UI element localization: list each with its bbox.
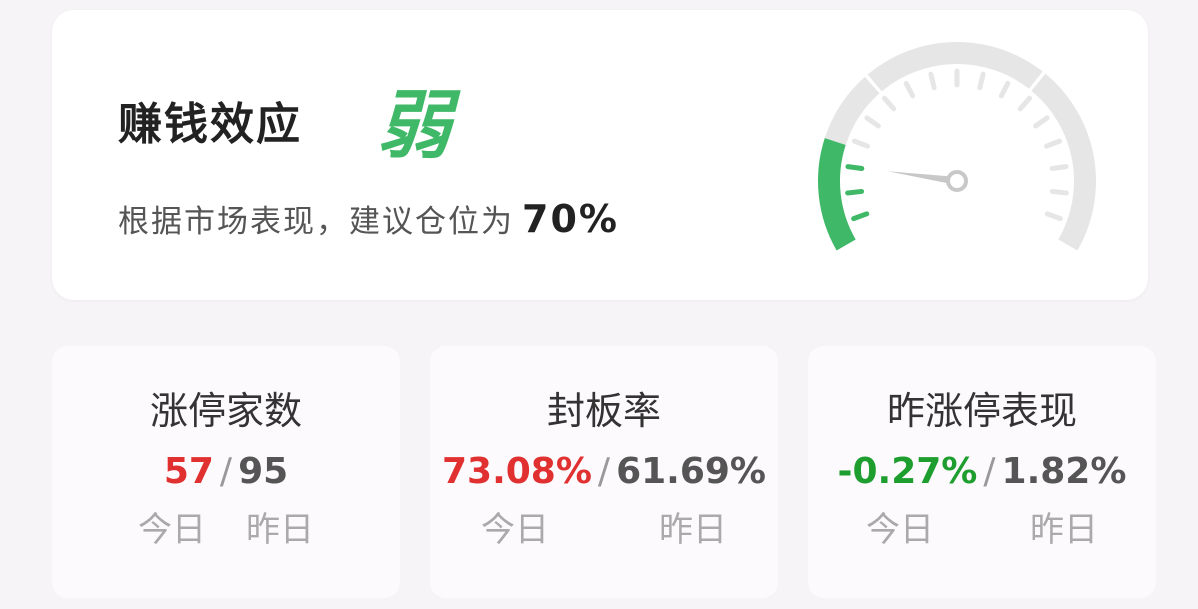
yesterday-label: 昨日 [659,510,727,550]
stat-limit-up-count: 涨停家数 57/95 今日 昨日 [52,346,400,598]
gauge-tick [1017,95,1033,112]
position-value: 70% [522,197,619,241]
today-value: 57 [163,451,214,492]
today-value: 73.08% [441,451,592,492]
gauge-tick [864,115,881,129]
gauge-tick [903,80,916,99]
gauge-level-arc [818,138,856,251]
today-value: -0.27% [837,451,978,492]
stat-seal-rate: 封板率 73.08%/61.69% 今日 昨日 [430,346,778,598]
yesterday-value: 61.69% [616,451,767,492]
yesterday-label: 昨日 [1030,510,1098,550]
gauge-tick [1043,138,1063,149]
gauge-track [1031,73,1096,251]
gauge-tick [845,164,865,171]
position-advice: 根据市场表现，建议仓位为 70% [118,197,619,241]
gauge-track [867,42,1043,92]
gauge-tick [851,211,870,222]
gauge-tick [1044,211,1063,222]
gauge-tick [1049,164,1069,171]
gauge-hub [946,170,968,192]
gauge-tick [998,80,1011,99]
today-label: 今日 [138,510,206,550]
gauge-tick [851,138,871,149]
gauge [818,42,1096,251]
gauge-tick [845,188,865,196]
yesterday-value: 1.82% [1001,451,1127,492]
today-label: 今日 [481,510,549,550]
stat-title: 昨涨停表现 [886,389,1077,433]
gauge-tick [881,95,897,112]
gauge-needle [887,171,958,185]
yesterday-value: 95 [238,451,289,492]
card-title: 赚钱效应 [118,99,302,150]
gauge-tick [928,71,937,91]
gauge-tick [977,71,986,91]
stat-title: 封板率 [546,389,661,433]
gauge-track [824,76,880,146]
gauge-tick [1049,188,1069,196]
effect-level: 弱 [377,83,451,169]
gauge-tick [1033,115,1050,129]
today-label: 今日 [866,510,934,550]
stat-title: 涨停家数 [149,389,302,433]
yesterday-label: 昨日 [246,510,314,550]
stat-yesterday-limit-up-performance: 昨涨停表现 -0.27%/1.82% 今日 昨日 [808,346,1156,598]
